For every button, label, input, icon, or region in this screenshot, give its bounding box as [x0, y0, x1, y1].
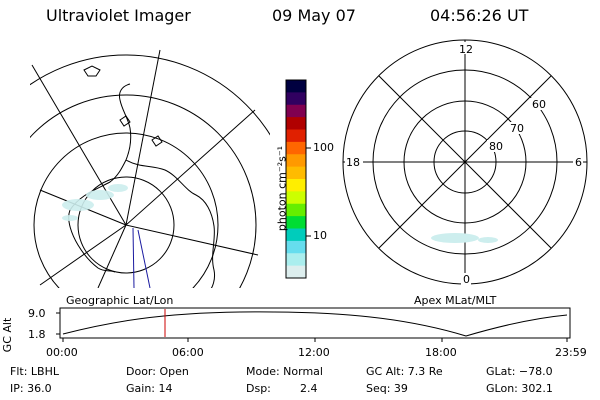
- colorbar-band: [286, 117, 306, 130]
- colorbar-band: [286, 166, 306, 180]
- colorbar-tick-10: 10: [313, 229, 327, 242]
- seq-info: Seq: 39: [366, 382, 408, 395]
- colorbar-band: [286, 265, 306, 279]
- colorbar-frame: [285, 79, 307, 279]
- colorbar-tick-100: 100: [313, 141, 334, 154]
- colorbar-band: [286, 80, 306, 93]
- gain-info: Gain: 14: [126, 382, 173, 395]
- timeline-xtick-0000: 00:00: [46, 346, 78, 359]
- glon-info: GLon: 302.1: [486, 382, 553, 395]
- satellite-track: [137, 229, 151, 288]
- colorbar-band: [286, 203, 306, 217]
- lat-circle-inner: [77, 176, 175, 274]
- colorbar-band: [286, 92, 306, 106]
- altitude-curve: [62, 311, 568, 337]
- meridian-line: [125, 109, 256, 226]
- gc-alt-info: GC Alt: 7.3 Re: [366, 365, 443, 378]
- mlat-label-60: 60: [532, 98, 546, 111]
- coastline: [68, 83, 215, 288]
- filter-info: Flt: LBHL: [10, 365, 59, 378]
- instrument-title: Ultraviolet Imager: [46, 6, 191, 25]
- aurora-emission: [62, 184, 128, 221]
- timeline-ytick-low: 1.8: [28, 328, 46, 341]
- timeline-xtick-1200: 12:00: [298, 346, 330, 359]
- colorbar-band: [286, 154, 306, 168]
- glat-info: GLat: −78.0: [486, 365, 553, 378]
- meridian-line: [125, 49, 161, 226]
- geographic-panel-label: Geographic Lat/Lon: [66, 294, 174, 307]
- mlt-label-0: 0: [463, 273, 470, 286]
- mlat-label-70: 70: [510, 122, 524, 135]
- meridian-line: [39, 224, 127, 286]
- colorbar-band: [286, 253, 306, 267]
- door-info: Door: Open: [126, 365, 189, 378]
- meridian-line: [97, 224, 127, 288]
- lat-circle-edge: [30, 54, 270, 136]
- polar-aurora-emission: [431, 233, 498, 243]
- colorbar-band: [286, 179, 306, 192]
- colorbar-band: [286, 191, 306, 205]
- satellite-track: [132, 227, 135, 288]
- timeline-xtick-1800: 18:00: [425, 346, 457, 359]
- colorbar-band: [286, 216, 306, 229]
- island-outline: [83, 65, 163, 147]
- colorbar-band: [286, 104, 306, 118]
- ip-info: IP: 36.0: [10, 382, 52, 395]
- lat-circle-outer: [30, 94, 257, 288]
- dsp-label: Dsp:: [246, 382, 271, 395]
- timeline-xtick-2359: 23:59: [555, 346, 587, 359]
- meridian-line: [125, 224, 259, 256]
- colorbar-band: [286, 228, 306, 242]
- mlt-axis-diagonal: [378, 75, 552, 249]
- apex-panel-label: Apex MLat/MLT: [414, 294, 497, 307]
- mlat-label-80: 80: [489, 140, 503, 153]
- mode-info: Mode: Normal: [246, 365, 323, 378]
- colorbar-band: [286, 129, 306, 143]
- timeline-ylabel: GC Alt: [1, 317, 14, 353]
- timeline-xtick-0600: 06:00: [172, 346, 204, 359]
- date-label: 09 May 07: [272, 6, 356, 25]
- mlt-label-12: 12: [459, 43, 473, 56]
- colorbar-band: [286, 240, 306, 254]
- dsp-value: 2.4: [300, 382, 318, 395]
- lat-circle-middle: [33, 132, 219, 288]
- colorbar-band: [286, 141, 306, 155]
- mlt-label-18: 18: [346, 156, 360, 169]
- mlt-label-6: 6: [575, 156, 582, 169]
- time-label: 04:56:26 UT: [430, 6, 529, 25]
- timeline-ytick-high: 9.0: [28, 307, 46, 320]
